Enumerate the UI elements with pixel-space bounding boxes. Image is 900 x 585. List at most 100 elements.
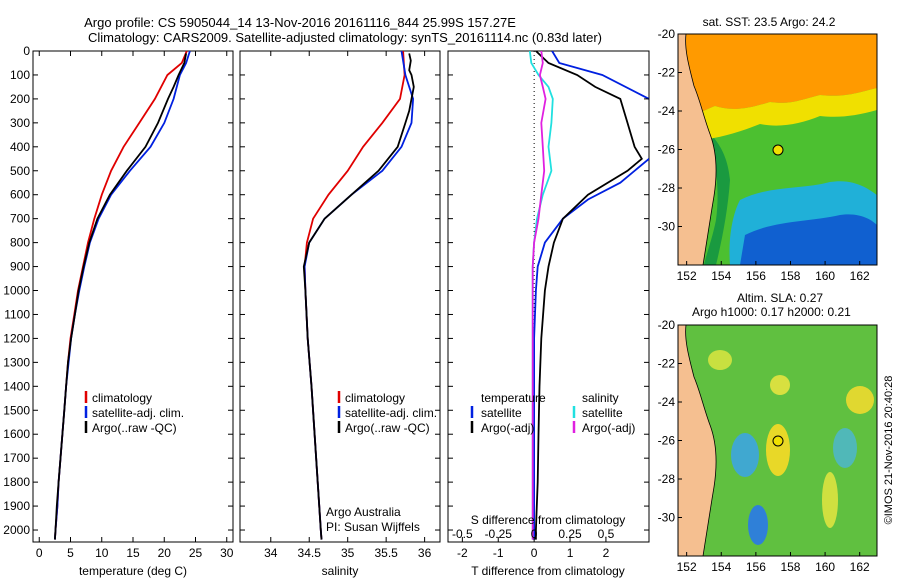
sla-high-3 — [846, 386, 874, 414]
legend-s-satellite: satellite — [582, 406, 623, 420]
series-s-argo — [531, 51, 547, 540]
map-y-tick-label: -28 — [658, 181, 676, 195]
y-tick-label: 2000 — [3, 523, 30, 537]
x-tick-label: 30 — [220, 546, 234, 560]
sst-cold-water — [740, 214, 877, 265]
sla-high-4 — [822, 472, 838, 528]
map-x-tick-label: 152 — [677, 269, 697, 283]
s-tick-label: 0.5 — [598, 527, 615, 541]
map-y-tick-label: -20 — [658, 318, 676, 332]
temperature-legend: climatology satellite-adj. clim. Argo(..… — [84, 391, 184, 435]
map-x-tick-label: 158 — [780, 269, 800, 283]
float-pi: PI: Susan Wijffels — [326, 520, 420, 534]
sla-low-2 — [748, 505, 768, 545]
australia-landmass — [678, 34, 717, 265]
argo-float-marker-sst — [772, 144, 784, 156]
x-tick-label: -1 — [493, 546, 504, 560]
sst-warm-water — [678, 34, 877, 120]
y-tick-label: 1200 — [3, 331, 30, 345]
legend-salinity-header: salinity — [582, 391, 619, 405]
y-tick-label: 100 — [10, 68, 30, 82]
x-tick-label: -2 — [457, 546, 468, 560]
series-argo-raw-qc- — [54, 53, 187, 540]
difference-legend: temperature salinity satellite Argo(-adj… — [470, 391, 635, 435]
salinity-xlabel: salinity — [322, 564, 359, 578]
sla-high-5 — [708, 350, 732, 370]
y-tick-label: 1600 — [3, 427, 30, 441]
y-tick-label: 300 — [10, 116, 30, 130]
sst-map-axes: 152 154 156 158 160 162 -20 -22 -24 -26 -28 -30 — [658, 27, 870, 283]
legend-satellite: satellite-adj. clim. — [345, 406, 437, 420]
map-y-tick-label: -30 — [658, 511, 676, 525]
y-tick-label: 1700 — [3, 451, 30, 465]
s-difference-xlabel: S difference from climatology — [471, 513, 626, 527]
map-x-tick-label: 162 — [850, 560, 870, 574]
sla-map — [678, 325, 877, 556]
map-x-tick-label: 154 — [711, 269, 731, 283]
x-tick-label: 10 — [95, 546, 109, 560]
legend-argo: Argo(..raw -QC) — [92, 421, 177, 435]
series-argo-raw-qc- — [302, 53, 415, 540]
x-tick-label: 1 — [567, 546, 574, 560]
sla-high-1 — [766, 424, 790, 476]
y-tick-label: 700 — [10, 212, 30, 226]
s-tick-label: 0 — [531, 527, 538, 541]
temperature-xlabel: temperature (deg C) — [79, 564, 187, 578]
title-line-1: Argo profile: CS 5905044_14 13-Nov-2016 … — [84, 15, 516, 30]
legend-climatology: climatology — [345, 391, 405, 405]
x-tick-label: 35 — [341, 546, 355, 560]
australia-landmass — [678, 325, 717, 556]
map-y-tick-label: -24 — [658, 395, 676, 409]
map-y-tick-label: -24 — [658, 104, 676, 118]
map-x-tick-label: 160 — [815, 560, 835, 574]
x-tick-label: 35.5 — [374, 546, 398, 560]
sst-yellow-band — [678, 88, 877, 148]
map-x-tick-label: 152 — [677, 560, 697, 574]
sst-coastal-strip — [704, 138, 730, 265]
y-tick-label: 400 — [10, 140, 30, 154]
sla-low-3 — [833, 428, 857, 468]
sst-map-title: sat. SST: 23.5 Argo: 24.2 — [703, 15, 836, 29]
sla-low-1 — [731, 433, 759, 477]
x-tick-label: 34.5 — [298, 546, 322, 560]
map-y-tick-label: -22 — [658, 66, 676, 80]
difference-plot — [528, 51, 649, 542]
x-tick-label: 20 — [158, 546, 172, 560]
s-tick-label: -0.5 — [452, 527, 473, 541]
sst-map — [678, 34, 877, 265]
legend-t-satellite: satellite — [481, 406, 522, 420]
salinity-legend: climatology satellite-adj. clim. Argo(..… — [326, 391, 437, 534]
s-tick-label: 0.25 — [558, 527, 582, 541]
y-tick-label: 600 — [10, 188, 30, 202]
difference-axes: -2 -1 0 1 2 -0.5 -0.25 0 0.25 0.5 — [448, 50, 649, 560]
map-x-tick-label: 158 — [780, 560, 800, 574]
s-tick-label: -0.25 — [485, 527, 513, 541]
x-tick-label: 5 — [67, 546, 74, 560]
x-tick-label: 25 — [189, 546, 203, 560]
y-tick-label: 1800 — [3, 475, 30, 489]
legend-s-argo: Argo(-adj) — [582, 421, 635, 435]
map-x-tick-label: 156 — [746, 560, 766, 574]
title-line-2: Climatology: CARS2009. Satellite-adjuste… — [88, 30, 602, 45]
map-y-tick-label: -30 — [658, 220, 676, 234]
x-tick-label: 36 — [418, 546, 432, 560]
y-tick-label: 1500 — [3, 403, 30, 417]
temperature-plot: 0 5 10 15 20 25 300100200300400500600700800900… — [3, 44, 233, 560]
legend-t-argo: Argo(-adj) — [481, 421, 534, 435]
sla-map-axes: 152 154 156 158 160 162 -20 -22 -24 -26 -28 -30 — [658, 318, 870, 574]
y-tick-label: 1000 — [3, 284, 30, 298]
series-t-satellite — [551, 51, 649, 100]
x-tick-label: 34 — [264, 546, 278, 560]
y-tick-label: 1300 — [3, 355, 30, 369]
map-x-tick-label: 156 — [746, 269, 766, 283]
y-tick-label: 800 — [10, 236, 30, 250]
y-tick-label: 900 — [10, 260, 30, 274]
map-y-tick-label: -26 — [658, 143, 676, 157]
map-x-tick-label: 160 — [815, 269, 835, 283]
map-y-tick-label: -20 — [658, 27, 676, 41]
x-tick-label: 0 — [531, 546, 538, 560]
argo-float-marker-sla — [772, 435, 784, 447]
map-x-tick-label: 162 — [850, 269, 870, 283]
